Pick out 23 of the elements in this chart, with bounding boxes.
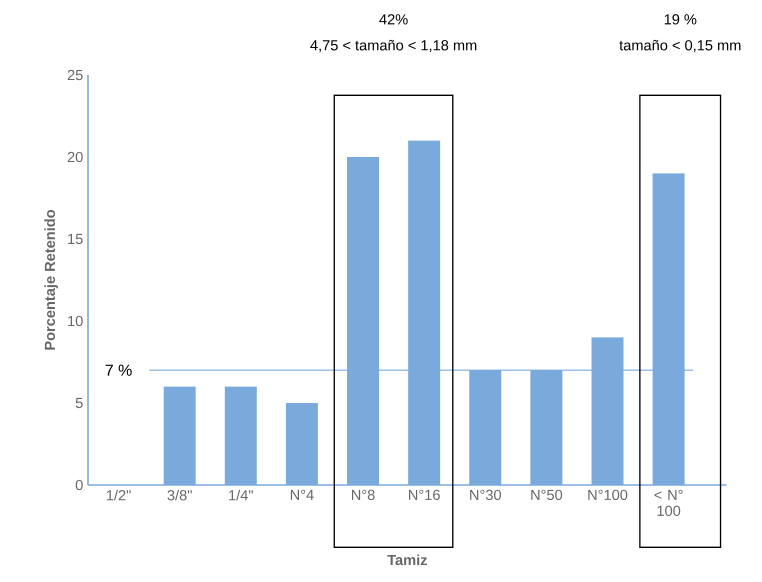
x-tick-label: N°30 — [470, 490, 502, 500]
y-tick-label: 25 — [68, 70, 83, 80]
text: 4,75 < tamaño < 1,18 mm — [310, 40, 476, 52]
x-tick-label: 1/2" — [106, 490, 131, 500]
ref-line-label: 7 % — [106, 364, 132, 376]
text: tamaño < 0,15 mm — [619, 40, 740, 52]
x-tick-label: 1/4" — [229, 490, 253, 500]
y-tick-label: 20 — [68, 152, 83, 162]
x-tick-label: < N° 100 — [654, 490, 683, 516]
x-tick-label: 3/8" — [167, 490, 192, 500]
y-tick-label: 5 — [76, 398, 83, 408]
text: 42% — [379, 14, 408, 24]
y-tick-label: 10 — [68, 316, 83, 326]
x-tick-label: N°50 — [531, 490, 562, 500]
x-axis-title: Tamiz — [387, 554, 427, 566]
y-tick-label: 15 — [68, 234, 83, 244]
x-tick-label: N°4 — [290, 490, 314, 500]
text: 19 % — [664, 14, 696, 24]
x-tick-label: N°100 — [588, 490, 628, 500]
y-axis-title: Porcentaje Retenido — [44, 210, 58, 350]
y-tick-label: 0 — [76, 480, 83, 490]
x-tick-label: N°8 — [352, 490, 375, 500]
x-tick-label: N°16 — [409, 490, 440, 500]
